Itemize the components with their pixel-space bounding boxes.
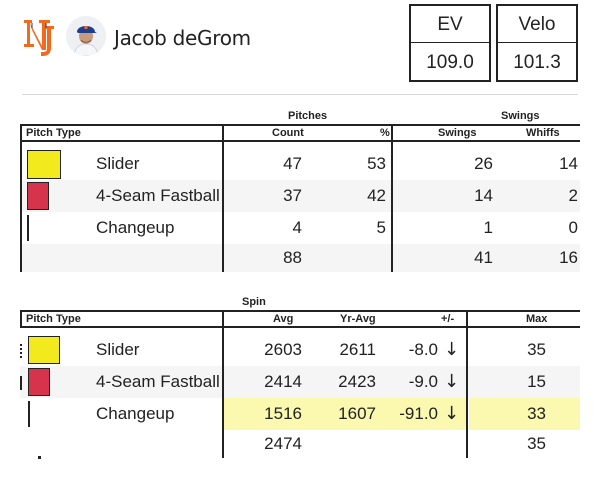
col-diff: +/-: [441, 313, 455, 325]
group-label-pitches: Pitches: [288, 110, 328, 122]
arrow-down-icon: ↓: [444, 403, 460, 424]
max-total: 35: [527, 434, 546, 453]
col-avg: Avg: [273, 313, 294, 325]
changeup-highlight: [469, 398, 580, 430]
changeup-highlight: [222, 398, 467, 430]
pitches-column-header-row: Pitch Type Count % Swings Whiffs: [20, 124, 580, 142]
whiffs-value: 2: [568, 186, 578, 205]
table-row: Changeup 1516 1607 -91.0 ↓ 33: [20, 398, 580, 430]
whiffs-total: 16: [559, 248, 578, 267]
totals-row: 88 41 16: [20, 244, 580, 272]
count-value: 37: [283, 186, 302, 205]
player-avatar: [66, 16, 106, 56]
yr-avg-value: 2611: [339, 340, 376, 359]
slider-color-swatch: [27, 150, 61, 179]
max-value: 35: [527, 340, 546, 359]
col-yr-avg: Yr-Avg: [340, 313, 376, 325]
table-divider: [20, 124, 22, 272]
table-divider: [222, 310, 224, 458]
pct-value: 53: [367, 154, 386, 173]
pct-value: 5: [376, 218, 386, 237]
pitch-name: Changeup: [96, 404, 175, 423]
avg-value: 2414: [264, 372, 302, 391]
fastball-color-swatch: [27, 182, 49, 210]
pitch-name: 4-Seam Fastball: [96, 372, 220, 391]
swings-value: 26: [474, 154, 493, 173]
avg-value: 1516: [264, 404, 302, 423]
table-row: Changeup 4 5 1 0: [20, 212, 580, 244]
whiffs-value: 0: [568, 218, 578, 237]
diff-value: -9.0: [408, 372, 438, 391]
row-drag-handle: [20, 344, 22, 358]
table-divider: [222, 124, 224, 272]
pitch-name: Changeup: [96, 218, 175, 237]
pitch-name: 4-Seam Fastball: [96, 186, 220, 205]
table-row: 4-Seam Fastball 2414 2423 -9.0 ↓ 15: [20, 366, 580, 398]
max-value: 15: [527, 372, 546, 391]
totals-row: 2474 35: [20, 430, 580, 458]
yr-avg-value: 2423: [338, 372, 376, 391]
max-value: 33: [527, 404, 546, 423]
table-row: 4-Seam Fastball 37 42 14 2: [20, 180, 580, 212]
ev-label: EV: [411, 6, 489, 43]
velo-label: Velo: [498, 6, 576, 43]
arrow-down-icon: ↓: [444, 339, 460, 360]
spin-column-header-row: Pitch Type Avg Yr-Avg +/- Max: [20, 310, 580, 328]
table-divider: [20, 310, 22, 328]
col-pitch-type: Pitch Type: [26, 127, 81, 139]
velo-value: 101.3: [513, 52, 561, 73]
yr-avg-value: 1607: [338, 404, 376, 423]
velo-stat-box: Velo 101.3: [496, 4, 578, 82]
table-row: Slider 47 53 26 14: [20, 148, 580, 180]
swings-total: 41: [474, 248, 493, 267]
arrow-down-icon: ↓: [444, 371, 460, 392]
whiffs-value: 14: [559, 154, 578, 173]
group-label-swings: Swings: [501, 110, 540, 122]
group-label-spin: Spin: [242, 296, 266, 308]
changeup-color-marker: [27, 215, 29, 241]
slider-color-swatch: [28, 336, 60, 364]
avg-total: 2474: [264, 434, 302, 453]
count-total: 88: [283, 248, 302, 267]
col-swings: Swings: [438, 127, 477, 139]
table-divider: [466, 310, 468, 458]
diff-value: -8.0: [408, 340, 438, 359]
pitch-name: Slider: [96, 340, 140, 359]
ev-stat-box: EV 109.0: [409, 4, 491, 82]
row-drag-handle: [20, 376, 22, 390]
pitch-name: Slider: [96, 154, 140, 173]
table-row: Slider 2603 2611 -8.0 ↓ 35: [20, 334, 580, 366]
count-value: 4: [292, 218, 302, 237]
table-divider: [391, 124, 393, 272]
pct-value: 42: [367, 186, 386, 205]
diff-value: -91.0: [399, 404, 438, 423]
count-value: 47: [283, 154, 302, 173]
col-count: Count: [272, 127, 304, 139]
mets-logo: [24, 20, 54, 56]
col-pct: %: [380, 127, 390, 139]
swings-value: 14: [474, 186, 493, 205]
row-drag-handle: [38, 456, 41, 459]
avg-value: 2603: [264, 340, 302, 359]
col-max: Max: [526, 313, 548, 325]
swings-value: 1: [483, 218, 493, 237]
header-divider: [22, 94, 578, 95]
col-pitch-type: Pitch Type: [26, 313, 81, 325]
changeup-color-marker: [28, 401, 30, 427]
ev-value: 109.0: [426, 52, 474, 73]
fastball-color-swatch: [28, 368, 50, 396]
col-whiffs: Whiffs: [526, 127, 560, 139]
player-name: Jacob deGrom: [114, 26, 251, 50]
